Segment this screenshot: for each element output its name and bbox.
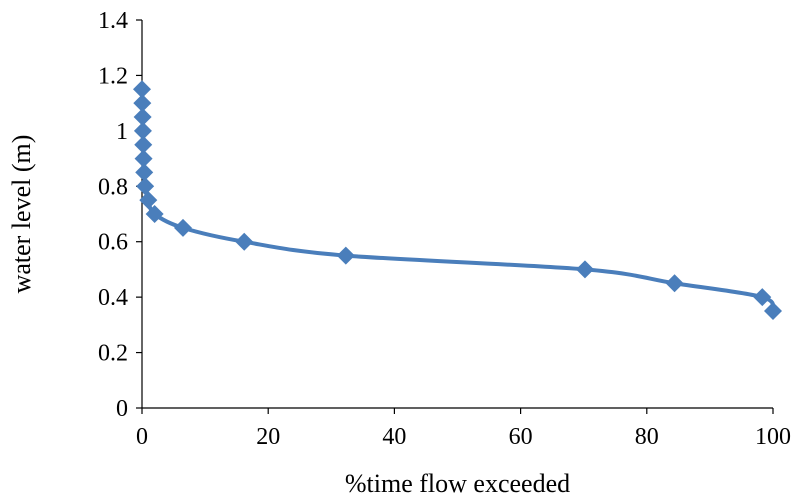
data-point-marker	[764, 302, 782, 320]
data-point-marker	[665, 274, 684, 293]
y-tick-label: 1.2	[98, 63, 128, 89]
x-tick-label: 0	[136, 424, 148, 450]
data-point-marker	[139, 191, 158, 210]
x-axis-title: %time flow exceeded	[345, 469, 570, 498]
x-tick-label: 100	[755, 424, 791, 450]
x-axis-ticks: 0 20 40 60 80 100	[136, 408, 791, 450]
x-tick-label: 40	[382, 424, 406, 450]
data-point-marker	[336, 246, 355, 265]
data-point-marker	[136, 177, 155, 196]
y-tick-label: 0.2	[98, 341, 128, 367]
y-tick-label: 1	[116, 119, 128, 145]
y-axis-title: water level (m)	[7, 135, 36, 294]
y-tick-label: 1.4	[98, 8, 128, 34]
data-points	[133, 80, 782, 320]
series-line	[140, 87, 776, 313]
data-point-marker	[174, 218, 193, 237]
y-tick-label: 0.8	[98, 174, 128, 200]
y-tick-label: 0	[116, 396, 128, 422]
data-point-marker	[133, 121, 152, 140]
y-tick-label: 0.6	[98, 230, 128, 256]
y-tick-label: 0.4	[98, 285, 128, 311]
data-point-marker	[753, 288, 772, 307]
data-point-marker	[135, 163, 154, 182]
data-point-marker	[133, 108, 152, 126]
data-point-marker	[145, 205, 164, 223]
x-tick-label: 60	[509, 424, 533, 450]
x-tick-label: 80	[635, 424, 659, 450]
y-axis-ticks: 0 0.2 0.4 0.6 0.8 1 1.2 1.4	[98, 8, 142, 422]
data-point-marker	[134, 135, 153, 154]
data-point-marker	[133, 80, 151, 99]
data-point-marker	[235, 232, 254, 251]
x-tick-label: 20	[256, 424, 280, 450]
data-point-marker	[575, 260, 594, 279]
data-point-marker	[134, 149, 153, 168]
data-point-marker	[133, 94, 152, 113]
